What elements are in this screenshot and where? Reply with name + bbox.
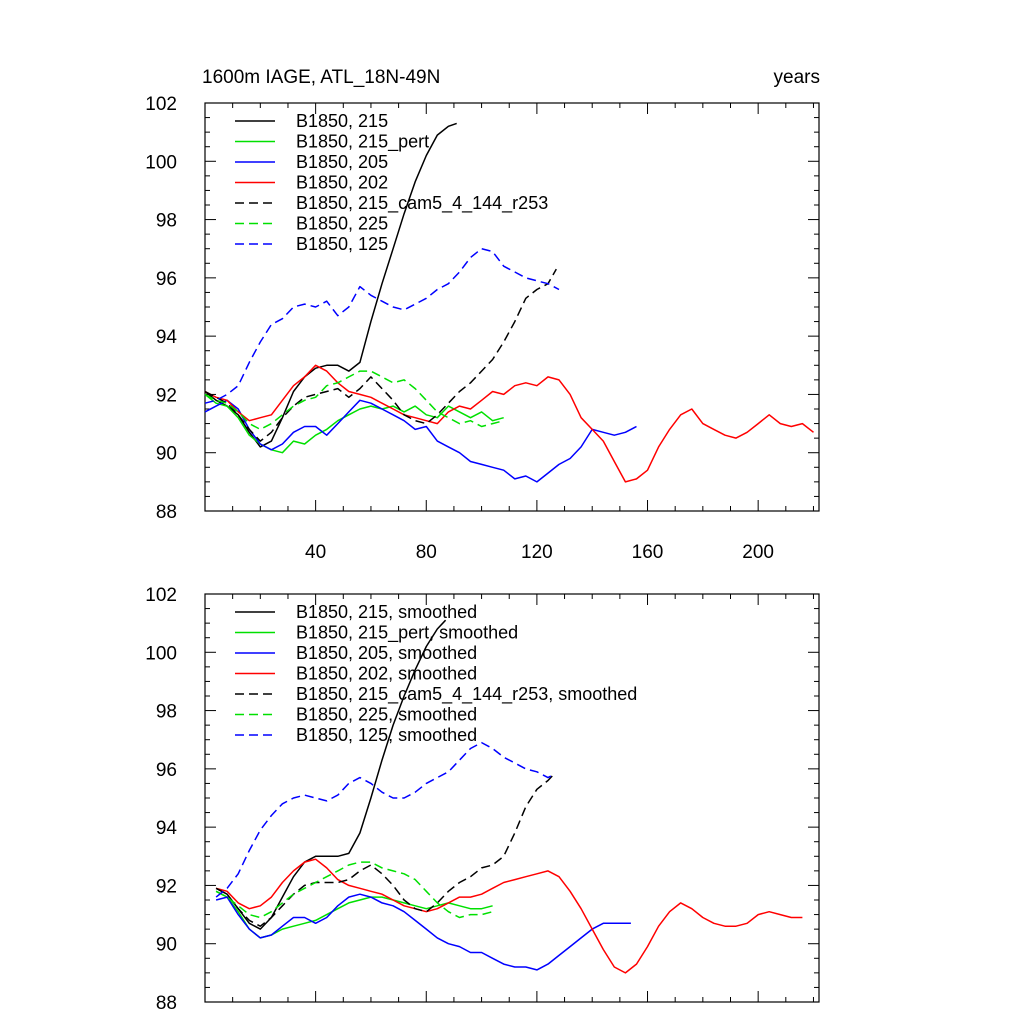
series-line-4 (204, 364, 814, 483)
legend-label: B1850, 225, smoothed (296, 705, 477, 725)
series-line-2 (215, 890, 493, 939)
x-tick-label: 40 (305, 542, 326, 563)
legend-label: B1850, 215, smoothed (296, 602, 477, 622)
legend-label: B1850, 215_cam5_4_144_r253, smoothed (296, 684, 637, 705)
series-line-7 (215, 741, 554, 898)
legend-label: B1850, 215_pert, smoothed (296, 623, 518, 644)
x-tick-label: 200 (742, 542, 774, 563)
y-tick-label: 88 (156, 502, 177, 523)
y-tick-label: 100 (145, 152, 177, 173)
legend-label: B1850, 205 (296, 152, 388, 172)
legend-label: B1850, 215 (296, 111, 388, 131)
y-tick-label: 98 (156, 211, 177, 232)
y-tick-label: 102 (145, 585, 177, 606)
legend-label: B1850, 215_pert (296, 132, 429, 153)
legend-label: B1850, 125, smoothed (296, 725, 477, 745)
y-tick-label: 100 (145, 643, 177, 664)
y-tick-label: 88 (156, 993, 177, 1014)
legend-label: B1850, 215_cam5_4_144_r253 (296, 193, 548, 214)
y-tick-label: 102 (145, 94, 177, 115)
y-tick-label: 96 (156, 269, 177, 290)
series-line-4 (215, 858, 803, 974)
legend-label: B1850, 202, smoothed (296, 664, 477, 684)
series-line-1 (204, 122, 457, 448)
y-tick-label: 92 (156, 876, 177, 897)
top-chart-panel: 1600m IAGE, ATL_18N-49N years 88 90 92 94 96… (145, 67, 820, 563)
chart-title: 1600m IAGE, ATL_18N-49N (202, 67, 440, 88)
legend-label: B1850, 125 (296, 234, 388, 254)
series-line-7 (204, 247, 560, 404)
chart-units-label: years (774, 67, 820, 88)
series-line-6 (204, 370, 504, 431)
x-tick-label: 80 (416, 542, 437, 563)
series-line-3 (204, 399, 637, 483)
y-tick-label: 90 (156, 444, 177, 465)
series-line-5 (215, 774, 555, 927)
legend-label: B1850, 202 (296, 173, 388, 193)
legend-label: B1850, 225 (296, 214, 388, 234)
y-tick-label: 96 (156, 760, 177, 781)
x-tick-label: 120 (521, 542, 553, 563)
series-line-3 (215, 893, 631, 971)
y-tick-label: 98 (156, 702, 177, 723)
legend-label: B1850, 205, smoothed (296, 643, 477, 663)
series-line-6 (215, 861, 493, 919)
series-line-5 (204, 268, 557, 442)
y-tick-label: 90 (156, 935, 177, 956)
x-tick-label: 160 (632, 542, 664, 563)
series-line-1 (215, 619, 447, 930)
y-tick-label: 94 (156, 818, 178, 839)
y-tick-label: 92 (156, 385, 177, 406)
y-tick-label: 94 (156, 327, 178, 348)
